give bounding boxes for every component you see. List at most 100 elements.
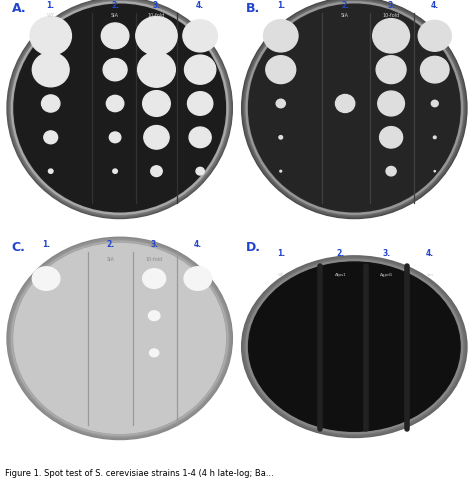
Text: 1.: 1. — [42, 240, 50, 249]
Ellipse shape — [248, 262, 460, 431]
Text: 10-fold: 10-fold — [383, 13, 400, 18]
Ellipse shape — [184, 55, 216, 84]
Ellipse shape — [12, 2, 228, 214]
Ellipse shape — [143, 91, 170, 116]
Ellipse shape — [376, 56, 406, 84]
Text: wt: wt — [278, 273, 283, 277]
Ellipse shape — [144, 126, 169, 149]
Ellipse shape — [32, 267, 60, 290]
Ellipse shape — [280, 170, 282, 172]
Ellipse shape — [247, 261, 461, 432]
Ellipse shape — [109, 132, 121, 143]
Ellipse shape — [32, 52, 69, 87]
Text: 2.: 2. — [341, 1, 349, 10]
Ellipse shape — [13, 3, 227, 213]
Ellipse shape — [431, 100, 438, 107]
Text: 2.: 2. — [111, 1, 119, 10]
Ellipse shape — [245, 1, 464, 215]
Ellipse shape — [420, 56, 449, 83]
Ellipse shape — [7, 0, 232, 218]
Ellipse shape — [103, 59, 127, 81]
Text: 3.: 3. — [387, 1, 395, 10]
Ellipse shape — [13, 242, 227, 434]
Text: SIA: SIA — [341, 13, 349, 18]
Ellipse shape — [246, 2, 462, 214]
Text: SIA: SIA — [111, 13, 119, 18]
Ellipse shape — [137, 52, 175, 87]
Text: 3.: 3. — [383, 249, 391, 258]
Text: 2.: 2. — [107, 240, 115, 249]
Text: 4.: 4. — [196, 1, 204, 10]
Ellipse shape — [14, 4, 226, 212]
Ellipse shape — [247, 3, 461, 213]
Ellipse shape — [266, 56, 296, 84]
Text: A.: A. — [12, 2, 26, 15]
Ellipse shape — [10, 1, 229, 215]
Text: Δfps1: Δfps1 — [335, 274, 346, 277]
Text: 4.: 4. — [431, 1, 439, 10]
Text: 10-fold: 10-fold — [146, 257, 163, 263]
Text: 1.: 1. — [277, 249, 285, 258]
Ellipse shape — [136, 16, 177, 55]
Ellipse shape — [44, 131, 58, 144]
Ellipse shape — [279, 136, 283, 139]
Ellipse shape — [148, 311, 160, 321]
Text: SIA: SIA — [107, 257, 115, 263]
Text: oes: oes — [427, 274, 434, 277]
Ellipse shape — [8, 0, 231, 217]
Ellipse shape — [7, 237, 232, 440]
Ellipse shape — [434, 170, 436, 172]
Ellipse shape — [386, 167, 396, 176]
Ellipse shape — [12, 241, 228, 435]
Ellipse shape — [10, 240, 229, 436]
Ellipse shape — [242, 0, 467, 218]
Text: D.: D. — [246, 241, 261, 254]
Ellipse shape — [246, 260, 462, 433]
Ellipse shape — [8, 238, 231, 439]
Ellipse shape — [378, 91, 404, 116]
Ellipse shape — [373, 19, 410, 53]
Text: 1.: 1. — [277, 1, 285, 10]
Ellipse shape — [14, 243, 226, 433]
Ellipse shape — [106, 96, 124, 112]
Ellipse shape — [418, 20, 451, 51]
Ellipse shape — [42, 95, 60, 112]
Ellipse shape — [189, 127, 211, 148]
Ellipse shape — [248, 4, 460, 212]
Text: Δgpd1: Δgpd1 — [380, 274, 393, 277]
Ellipse shape — [183, 20, 218, 52]
Text: 4.: 4. — [426, 249, 434, 258]
Ellipse shape — [264, 20, 298, 52]
Ellipse shape — [243, 0, 466, 217]
Ellipse shape — [150, 349, 159, 357]
Ellipse shape — [143, 269, 165, 288]
Text: 3.: 3. — [153, 1, 161, 10]
Text: 1.: 1. — [46, 1, 55, 10]
Ellipse shape — [276, 99, 285, 108]
Ellipse shape — [245, 259, 464, 434]
Ellipse shape — [243, 257, 466, 436]
Ellipse shape — [48, 169, 53, 173]
Text: 10-fold: 10-fold — [148, 13, 165, 18]
Text: B.: B. — [246, 2, 261, 15]
Ellipse shape — [196, 168, 204, 175]
Text: 4.: 4. — [194, 240, 202, 249]
Ellipse shape — [244, 0, 465, 216]
Text: 2.: 2. — [337, 249, 345, 258]
Text: Figure 1. Spot test of S. cerevisiae strains 1-4 (4 h late-log; Ba...: Figure 1. Spot test of S. cerevisiae str… — [5, 468, 273, 478]
Ellipse shape — [336, 95, 355, 112]
Ellipse shape — [151, 166, 162, 177]
Ellipse shape — [244, 258, 465, 435]
Ellipse shape — [113, 169, 118, 173]
Ellipse shape — [242, 256, 467, 437]
Ellipse shape — [433, 136, 436, 139]
Ellipse shape — [184, 267, 211, 290]
Text: WT: WT — [47, 13, 55, 18]
Ellipse shape — [188, 92, 213, 115]
Ellipse shape — [101, 23, 129, 48]
Ellipse shape — [9, 240, 230, 437]
Ellipse shape — [30, 16, 72, 55]
Text: C.: C. — [12, 241, 26, 254]
Text: 3.: 3. — [150, 240, 158, 249]
Ellipse shape — [380, 127, 402, 148]
